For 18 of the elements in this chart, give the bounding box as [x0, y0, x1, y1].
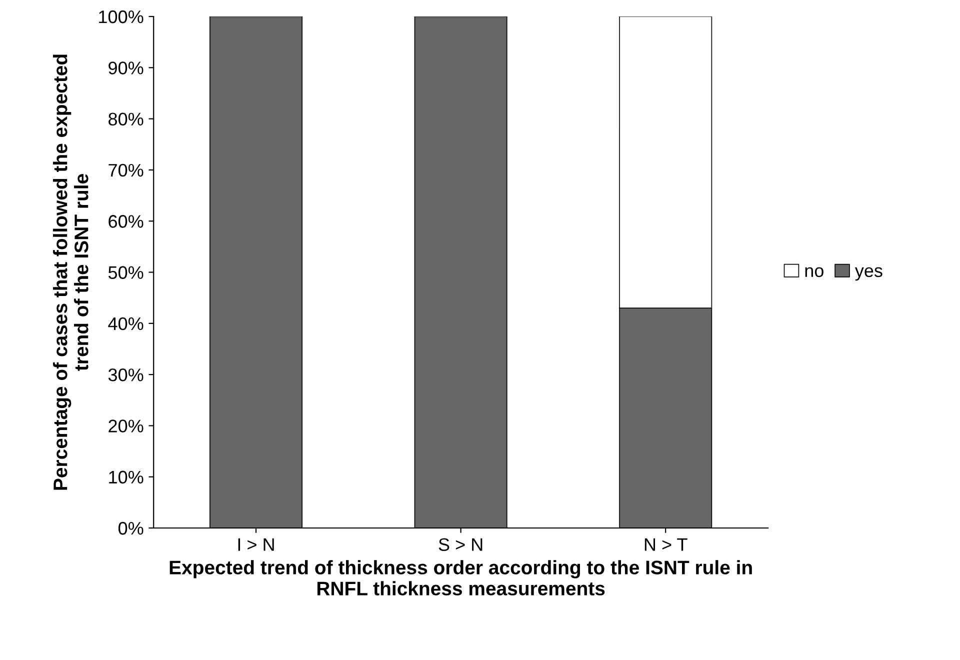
y-tick-label: 30%: [108, 368, 144, 382]
x-tick-label: N > T: [644, 538, 688, 551]
y-tick-label: 80%: [108, 112, 144, 126]
x-axis-title: Expected trend of thickness order according to the ISNT rule in RNFL thickness measurements: [170, 560, 752, 596]
y-axis-title: Percentage of cases that followed the expected trend of the ISNT rule: [52, 54, 88, 490]
y-tick-label: 0%: [118, 522, 144, 535]
y-tick-label: 100%: [99, 10, 144, 24]
y-tick-label: 60%: [108, 215, 144, 228]
legend-label: yes: [854, 267, 882, 281]
y-tick-label: 20%: [108, 420, 144, 432]
x-tick-label: S > N: [438, 538, 482, 551]
y-tick-label: 90%: [108, 62, 144, 74]
y-tick-label: 10%: [109, 470, 144, 484]
y-tick-label: 70%: [108, 164, 144, 177]
y-tick-label: 40%: [108, 317, 144, 330]
x-tick-label: I > N: [238, 538, 274, 551]
legend-label: no: [805, 267, 824, 278]
y-tick-label: 50%: [108, 266, 144, 279]
